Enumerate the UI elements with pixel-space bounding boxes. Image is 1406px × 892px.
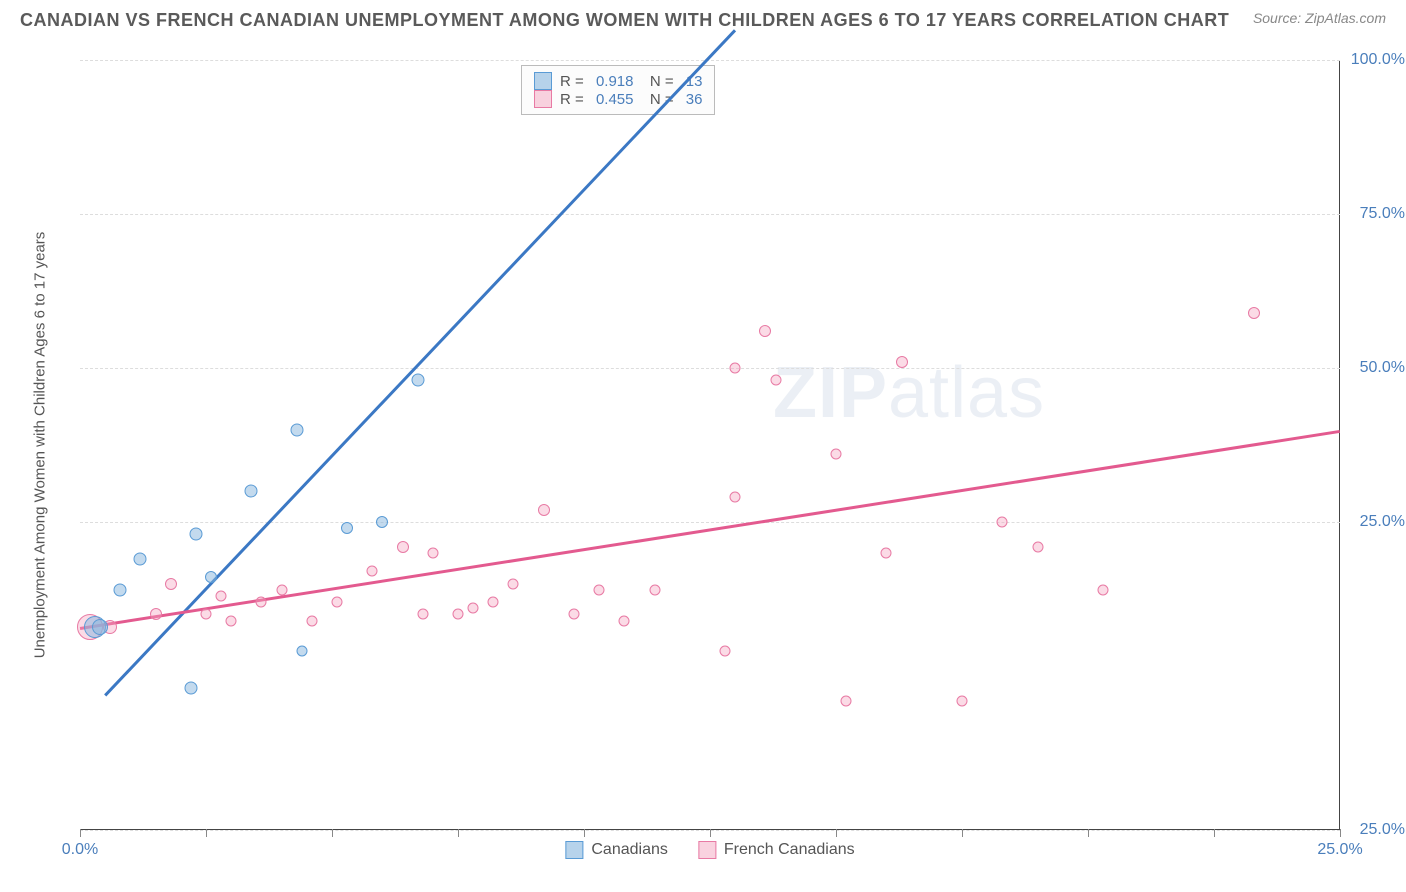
y-tick-label: 100.0%: [1351, 51, 1405, 69]
swatch-pink-icon: [534, 90, 552, 108]
data-point: [201, 609, 212, 620]
data-point: [205, 571, 217, 583]
data-point: [296, 646, 307, 657]
data-point: [226, 615, 237, 626]
x-tick: [962, 829, 963, 837]
data-point: [397, 541, 409, 553]
x-tick: [1340, 829, 1341, 837]
data-point: [619, 615, 630, 626]
data-point: [896, 356, 908, 368]
y-tick-label: 75.0%: [1360, 205, 1405, 223]
trend-line-canadians: [104, 30, 736, 697]
data-point: [367, 566, 378, 577]
data-point: [1032, 541, 1043, 552]
data-point: [245, 485, 258, 498]
chart-title: CANADIAN VS FRENCH CANADIAN UNEMPLOYMENT…: [20, 10, 1229, 31]
source-attribution: Source: ZipAtlas.com: [1253, 10, 1386, 26]
x-tick-label: 0.0%: [62, 841, 98, 859]
x-tick: [836, 829, 837, 837]
y-axis-line: [1339, 60, 1340, 829]
swatch-blue-icon: [565, 841, 583, 859]
data-point: [508, 578, 519, 589]
stats-legend: R = 0.918 N = 13 R = 0.455 N = 36: [521, 65, 715, 115]
data-point: [114, 583, 127, 596]
data-point: [417, 609, 428, 620]
legend-item-canadians: Canadians: [565, 841, 668, 859]
x-tick: [710, 829, 711, 837]
data-point: [1248, 307, 1260, 319]
data-point: [957, 695, 968, 706]
y-tick-label: 50.0%: [1360, 359, 1405, 377]
y-tick-label: 25.0%: [1360, 513, 1405, 531]
data-point: [341, 522, 353, 534]
data-point: [411, 374, 424, 387]
x-tick: [1088, 829, 1089, 837]
data-point: [649, 584, 660, 595]
legend-item-french: French Canadians: [698, 841, 855, 859]
data-point: [770, 375, 781, 386]
data-point: [841, 695, 852, 706]
data-point: [468, 603, 479, 614]
data-point: [594, 584, 605, 595]
data-point: [256, 597, 267, 608]
data-point: [184, 682, 197, 695]
x-tick: [458, 829, 459, 837]
data-point: [759, 325, 771, 337]
swatch-pink-icon: [698, 841, 716, 859]
data-point: [720, 646, 731, 657]
data-point: [165, 578, 177, 590]
data-point: [134, 552, 147, 565]
swatch-blue-icon: [534, 72, 552, 90]
grid-line: [80, 214, 1340, 215]
chart-header: CANADIAN VS FRENCH CANADIAN UNEMPLOYMENT…: [0, 0, 1406, 36]
data-point: [488, 597, 499, 608]
data-point: [92, 619, 108, 635]
x-tick: [80, 829, 81, 837]
watermark: ZIPatlas: [773, 352, 1045, 434]
data-point: [568, 609, 579, 620]
data-point: [427, 547, 438, 558]
plot-area: ZIPatlas R = 0.918 N = 13 R = 0.455 N = …: [80, 60, 1340, 830]
data-point: [538, 504, 550, 516]
x-tick-label: 25.0%: [1317, 841, 1362, 859]
x-tick: [206, 829, 207, 837]
data-point: [306, 615, 317, 626]
grid-line: [80, 368, 1340, 369]
grid-line: [80, 60, 1340, 61]
data-point: [730, 492, 741, 503]
data-point: [276, 584, 287, 595]
x-tick: [332, 829, 333, 837]
y-axis-label: Unemployment Among Women with Children A…: [32, 232, 49, 659]
correlation-chart: Unemployment Among Women with Children A…: [60, 50, 1380, 840]
data-point: [376, 516, 388, 528]
data-point: [730, 363, 741, 374]
x-tick: [1214, 829, 1215, 837]
data-point: [881, 547, 892, 558]
data-point: [150, 608, 162, 620]
data-point: [189, 528, 202, 541]
data-point: [332, 597, 343, 608]
data-point: [1098, 584, 1109, 595]
data-point: [216, 590, 227, 601]
trend-line-french: [80, 430, 1340, 630]
data-point: [453, 609, 464, 620]
x-tick: [584, 829, 585, 837]
data-point: [290, 423, 303, 436]
data-point: [997, 517, 1008, 528]
y-tick-label: 25.0%: [1360, 821, 1405, 839]
series-legend: Canadians French Canadians: [565, 841, 854, 859]
data-point: [831, 449, 842, 460]
